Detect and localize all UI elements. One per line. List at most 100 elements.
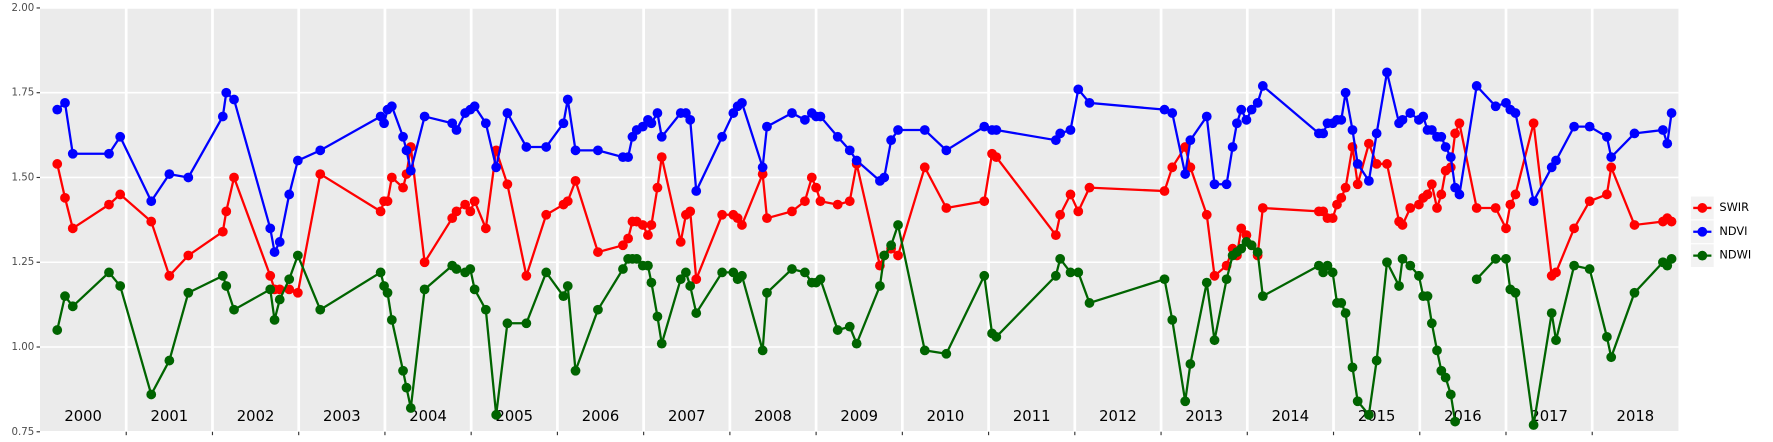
data-point bbox=[1501, 223, 1511, 234]
data-point bbox=[1528, 420, 1539, 430]
data-point bbox=[1363, 138, 1374, 149]
data-point bbox=[1236, 243, 1247, 254]
data-point bbox=[60, 98, 70, 108]
legend-marker bbox=[1697, 250, 1708, 261]
year-label: 2016 bbox=[1444, 408, 1482, 425]
data-point bbox=[1450, 128, 1461, 139]
data-point bbox=[811, 182, 821, 193]
data-point bbox=[1065, 267, 1076, 278]
data-point bbox=[469, 101, 480, 112]
data-point bbox=[1397, 114, 1408, 125]
year-label: 2005 bbox=[496, 408, 534, 425]
data-point bbox=[419, 257, 430, 268]
data-point bbox=[1394, 281, 1404, 291]
data-point bbox=[643, 260, 653, 271]
data-point bbox=[1257, 203, 1268, 213]
data-point bbox=[164, 169, 175, 179]
data-point bbox=[115, 131, 126, 142]
y-tick-label: 1.25 bbox=[12, 257, 35, 268]
data-point bbox=[315, 304, 326, 315]
data-point bbox=[1602, 131, 1612, 142]
data-point bbox=[1510, 108, 1521, 118]
data-point bbox=[229, 304, 239, 315]
data-point bbox=[1454, 118, 1465, 129]
data-point bbox=[1436, 189, 1447, 200]
data-point bbox=[1382, 257, 1392, 268]
data-point bbox=[879, 172, 890, 183]
data-point bbox=[762, 287, 772, 298]
data-point bbox=[737, 98, 747, 108]
data-point bbox=[541, 267, 552, 278]
data-point bbox=[1440, 372, 1451, 383]
data-point bbox=[652, 108, 663, 118]
data-point bbox=[1232, 118, 1242, 129]
data-point bbox=[1662, 138, 1673, 149]
year-label: 2014 bbox=[1272, 408, 1310, 425]
data-point bbox=[1606, 152, 1617, 163]
data-point bbox=[631, 253, 642, 264]
data-point bbox=[1209, 179, 1220, 190]
data-point bbox=[1246, 104, 1257, 115]
year-label: 2010 bbox=[927, 408, 965, 425]
y-tick-label: 1.00 bbox=[12, 342, 35, 353]
data-point bbox=[800, 114, 810, 125]
data-point bbox=[284, 189, 295, 200]
data-point bbox=[979, 196, 990, 207]
data-point bbox=[623, 233, 634, 244]
data-point bbox=[465, 206, 476, 217]
data-point bbox=[1084, 98, 1095, 108]
data-point bbox=[284, 274, 295, 285]
data-point bbox=[717, 209, 728, 220]
data-point bbox=[1209, 270, 1220, 281]
data-point bbox=[1201, 111, 1212, 122]
data-point bbox=[1490, 101, 1501, 112]
data-point bbox=[405, 165, 416, 176]
year-label: 2003 bbox=[323, 408, 361, 425]
data-point bbox=[269, 314, 280, 325]
data-point bbox=[1602, 189, 1612, 200]
data-point bbox=[1246, 240, 1257, 251]
data-point bbox=[1241, 230, 1252, 241]
data-point bbox=[480, 118, 491, 129]
data-point bbox=[815, 111, 826, 122]
data-point bbox=[875, 281, 885, 291]
data-point bbox=[451, 206, 462, 217]
data-point bbox=[1055, 128, 1066, 139]
data-point bbox=[1397, 220, 1408, 230]
data-point bbox=[1065, 125, 1076, 135]
data-point bbox=[656, 338, 667, 349]
data-point bbox=[1336, 298, 1347, 308]
data-point bbox=[562, 94, 573, 105]
data-point bbox=[886, 135, 897, 146]
data-point bbox=[1606, 352, 1617, 363]
data-point bbox=[1352, 396, 1363, 407]
data-point bbox=[386, 101, 397, 112]
data-point bbox=[217, 226, 228, 237]
data-point bbox=[1382, 159, 1392, 169]
data-point bbox=[1501, 253, 1511, 264]
data-point bbox=[646, 277, 657, 288]
data-point bbox=[757, 162, 768, 173]
data-point bbox=[1257, 291, 1268, 302]
legend-marker bbox=[1697, 203, 1708, 213]
data-point bbox=[919, 162, 930, 173]
data-point bbox=[67, 148, 78, 159]
y-tick-label: 2.00 bbox=[12, 3, 35, 14]
data-point bbox=[1426, 179, 1437, 190]
data-point bbox=[787, 206, 797, 217]
data-point bbox=[146, 196, 157, 207]
data-point bbox=[737, 220, 747, 230]
data-point bbox=[844, 321, 855, 332]
data-point bbox=[618, 240, 628, 251]
data-point bbox=[1546, 308, 1557, 318]
year-label: 2004 bbox=[409, 408, 447, 425]
data-point bbox=[685, 281, 696, 291]
data-point bbox=[217, 270, 228, 281]
data-point bbox=[292, 155, 303, 166]
data-point bbox=[806, 172, 817, 183]
data-point bbox=[1073, 267, 1084, 278]
data-point bbox=[1241, 114, 1252, 125]
data-point bbox=[1340, 308, 1351, 318]
data-point bbox=[382, 196, 393, 207]
data-point bbox=[1510, 287, 1521, 298]
